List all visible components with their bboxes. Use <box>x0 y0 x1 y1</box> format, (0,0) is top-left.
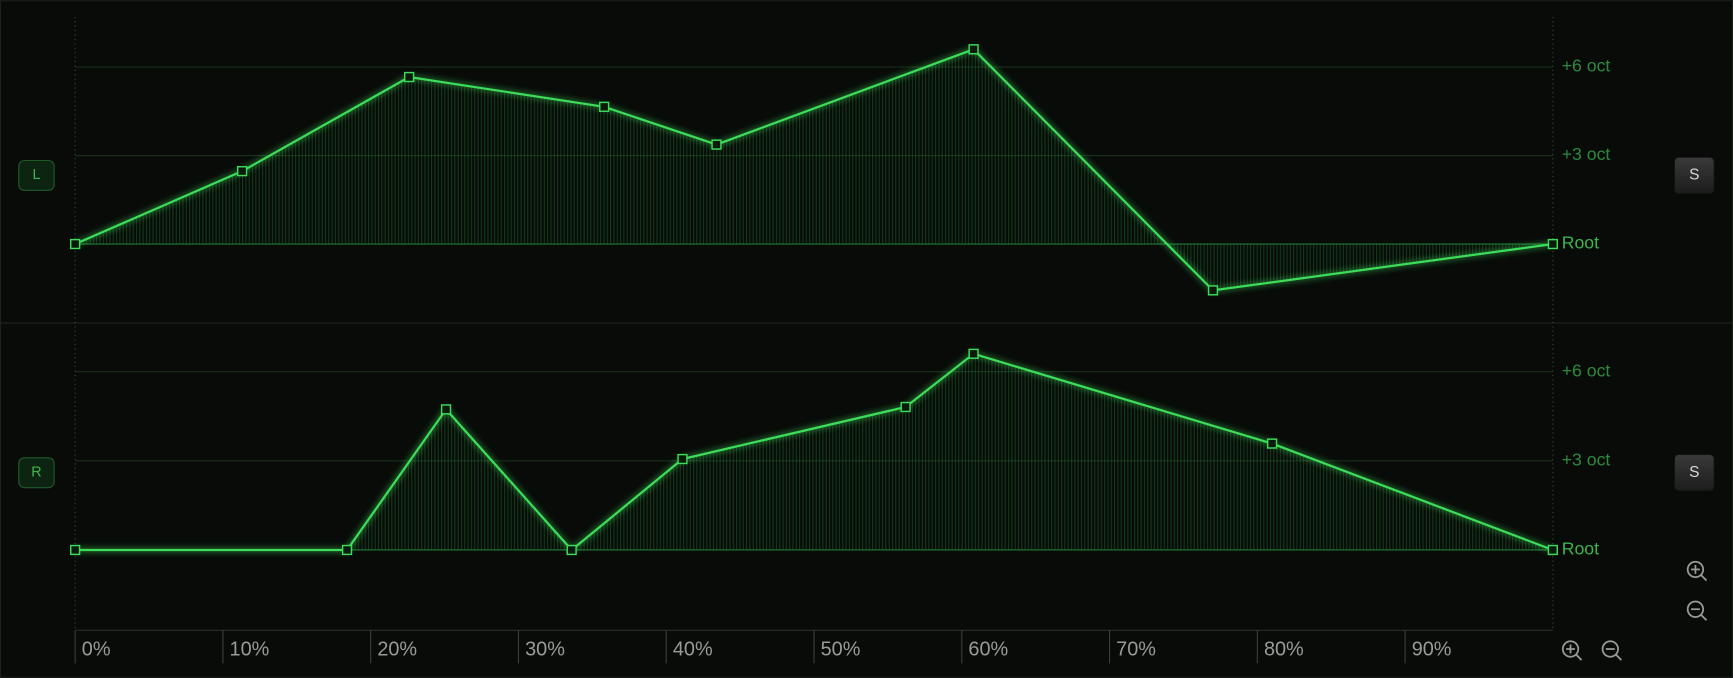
x-tick-label: 80% <box>1264 638 1304 660</box>
zoom-out-vertical[interactable] <box>1686 600 1708 621</box>
x-tick-label: 90% <box>1412 638 1452 660</box>
zoom-controls <box>1561 560 1708 661</box>
channel-label: L <box>32 167 40 183</box>
envelope-node[interactable] <box>677 453 688 465</box>
channel-label: R <box>31 465 41 481</box>
x-tick-label: 30% <box>525 638 565 660</box>
y-tick-label: +6 oct <box>1562 360 1611 380</box>
solo-button[interactable]: S <box>1673 156 1715 195</box>
solo-button-box <box>1673 156 1715 195</box>
envelope-node[interactable] <box>440 404 452 415</box>
envelope-node[interactable] <box>1266 438 1278 449</box>
envelope-node[interactable] <box>1547 544 1558 556</box>
x-tick-label: 0% <box>82 638 111 660</box>
x-tick-label: 40% <box>673 638 713 660</box>
envelope-line <box>74 48 1553 292</box>
envelope-node[interactable] <box>1547 238 1558 250</box>
solo-button[interactable]: S <box>1673 453 1715 492</box>
x-tick-label: 60% <box>968 638 1008 660</box>
x-tick-label: 70% <box>1116 638 1156 660</box>
solo-button-box <box>1673 453 1715 492</box>
y-tick-label: Root <box>1562 233 1599 253</box>
envelope-node[interactable] <box>236 166 248 177</box>
y-tick-label: +6 oct <box>1562 56 1611 76</box>
x-tick-label: 10% <box>230 638 270 660</box>
y-tick-label: +3 oct <box>1562 144 1611 164</box>
envelope-node[interactable] <box>566 544 577 556</box>
envelope-node[interactable] <box>70 544 81 556</box>
channel-button-box <box>18 457 55 489</box>
envelope-node[interactable] <box>599 101 610 112</box>
y-tick-label: +3 oct <box>1562 449 1611 469</box>
envelope-node[interactable] <box>1207 285 1219 296</box>
envelope-node[interactable] <box>711 139 722 150</box>
x-tick-label: 20% <box>377 638 417 660</box>
envelope-node[interactable] <box>403 71 415 83</box>
envelope-node[interactable] <box>900 401 911 413</box>
zoom-out-horizontal[interactable] <box>1601 640 1622 661</box>
solo-label: S <box>1689 464 1699 481</box>
envelope-node[interactable] <box>968 348 979 359</box>
envelope-node[interactable] <box>968 44 979 55</box>
channel-button-box <box>18 159 55 191</box>
envelope-node[interactable] <box>70 238 81 250</box>
channel-button[interactable]: L <box>18 159 55 191</box>
area-fill <box>75 353 1553 550</box>
x-tick-label: 50% <box>821 638 861 660</box>
zoom-in-vertical[interactable] <box>1686 560 1708 582</box>
y-tick-label: Root <box>1562 539 1599 559</box>
area-fill <box>75 49 1553 291</box>
channel-button[interactable]: R <box>18 457 55 489</box>
zoom-in-horizontal[interactable] <box>1561 640 1583 661</box>
solo-label: S <box>1689 167 1699 184</box>
envelope-node[interactable] <box>341 544 353 556</box>
